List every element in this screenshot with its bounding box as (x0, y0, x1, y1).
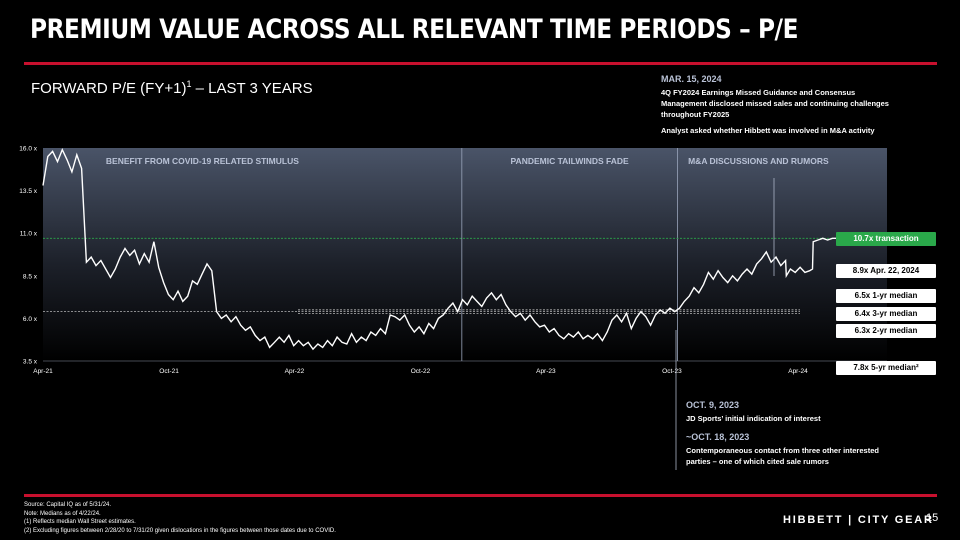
reference-tag: 6.4x 3-yr median (836, 307, 936, 321)
note-oct-18: ~OCT. 18, 2023 Contemporaneous contact f… (686, 432, 946, 467)
x-tick-label: Apr-24 (788, 368, 808, 375)
footnote-line: (2) Excluding figures between 2/28/20 to… (24, 527, 336, 534)
note-mar-line: 4Q FY2024 Earnings Missed Guidance and C… (661, 88, 856, 97)
region-label: BENEFIT FROM COVID-19 RELATED STIMULUS (106, 156, 299, 166)
top-accent-rule (24, 62, 937, 65)
note-mar-line: throughout FY2025 (661, 110, 730, 119)
bottom-accent-rule (24, 494, 937, 497)
y-tick-label: 11.0 x (20, 231, 38, 238)
subtitle-main: FORWARD P/E (FY+1) (31, 80, 187, 97)
note-oct18-head: ~OCT. 18, 2023 (686, 432, 750, 442)
note-mar-head: MAR. 15, 2024 (661, 74, 722, 84)
footnote-line: Note: Medians as of 4/22/24. (24, 510, 101, 517)
x-tick-label: Apr-23 (536, 368, 556, 375)
x-tick-label: Oct-23 (662, 368, 682, 375)
reference-tag: 7.8x 5-yr median² (836, 361, 936, 375)
x-tick-label: Apr-22 (285, 368, 305, 375)
note-mar-15: MAR. 15, 2024 4Q FY2024 Earnings Missed … (661, 74, 941, 136)
y-tick-label: 6.0 x (23, 316, 38, 323)
subtitle-tail: – LAST 3 YEARS (191, 80, 313, 97)
reference-tag: 10.7x transaction (836, 232, 936, 246)
x-tick-label: Oct-22 (411, 368, 431, 375)
region-label: PANDEMIC TAILWINDS FADE (511, 156, 630, 166)
note-oct18-line: Contemporaneous contact from three other… (686, 446, 879, 455)
note-oct-9: OCT. 9, 2023 JD Sports’ initial indicati… (686, 400, 946, 424)
region-label: M&A DISCUSSIONS AND RUMORS (688, 156, 829, 166)
page-number: 15 (926, 512, 939, 524)
note-mar-line: Management disclosed missed sales and co… (661, 99, 889, 108)
x-tick-label: Apr-21 (33, 368, 53, 375)
note-oct18-line: parties – one of which cited sale rumors (686, 457, 829, 466)
y-tick-label: 16.0 x (19, 146, 37, 153)
note-oct9-line: JD Sports’ initial indication of interes… (686, 414, 821, 423)
y-tick-label: 3.5 x (23, 359, 38, 366)
y-tick-label: 8.5 x (23, 273, 38, 280)
x-tick-label: Oct-21 (159, 368, 179, 375)
page-title: PREMIUM VALUE ACROSS ALL RELEVANT TIME P… (30, 14, 799, 45)
note-mar-line: Analyst asked whether Hibbett was involv… (661, 126, 875, 135)
company-logo: HIBBETT | CITY GEAR (783, 514, 934, 526)
footnotes: Source: Capital IQ as of 5/31/24. Note: … (24, 501, 336, 535)
pe-series-line (42, 147, 840, 351)
footnote-line: Source: Capital IQ as of 5/31/24. (24, 502, 112, 508)
note-oct9-head: OCT. 9, 2023 (686, 400, 740, 410)
footnote-line: (1) Reflects median Wall Street estimate… (24, 519, 136, 525)
plot-background (43, 148, 887, 361)
reference-tag: 6.5x 1-yr median (836, 289, 936, 303)
reference-tag: 8.9x Apr. 22, 2024 (836, 264, 936, 278)
subtitle-footnote-mark: 1 (186, 79, 192, 89)
y-tick-label: 13.5 x (19, 188, 37, 195)
reference-tag: 6.3x 2-yr median (836, 324, 936, 338)
chart-subtitle: FORWARD P/E (FY+1)1 – LAST 3 YEARS (31, 79, 313, 97)
